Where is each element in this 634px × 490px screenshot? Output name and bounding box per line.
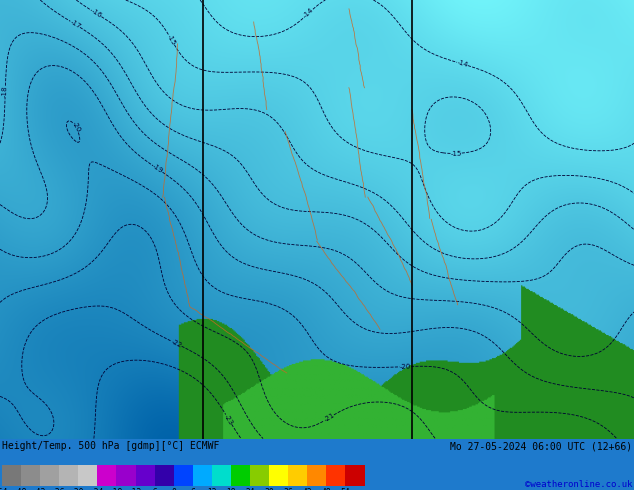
Text: -20: -20 (70, 121, 82, 134)
Text: -19: -19 (152, 163, 164, 174)
Text: -18: -18 (2, 86, 8, 97)
Text: 12: 12 (207, 488, 217, 490)
Bar (78, 466, 98, 486)
Text: Height/Temp. 500 hPa [gdmp][°C] ECMWF: Height/Temp. 500 hPa [gdmp][°C] ECMWF (2, 441, 219, 451)
Text: 30: 30 (264, 488, 274, 490)
Text: -16: -16 (90, 8, 103, 19)
Text: -54: -54 (0, 488, 8, 490)
Bar (2, 466, 21, 486)
Bar (346, 466, 365, 486)
Text: 0: 0 (171, 488, 176, 490)
Text: 18: 18 (226, 488, 236, 490)
Bar (155, 466, 174, 486)
Bar (117, 466, 136, 486)
Text: 24: 24 (245, 488, 255, 490)
Bar (288, 466, 307, 486)
Text: -48: -48 (15, 488, 27, 490)
Text: -14: -14 (302, 7, 315, 19)
Bar (269, 466, 288, 486)
Text: -15: -15 (450, 150, 462, 157)
Bar (250, 466, 269, 486)
Text: -24: -24 (91, 488, 103, 490)
Text: -20: -20 (399, 364, 411, 370)
Text: 36: 36 (283, 488, 293, 490)
Text: -14: -14 (456, 59, 469, 69)
Bar (59, 466, 78, 486)
Text: -30: -30 (72, 488, 84, 490)
Text: 42: 42 (302, 488, 312, 490)
Bar (174, 466, 193, 486)
Text: -22: -22 (171, 339, 183, 349)
Text: -36: -36 (53, 488, 65, 490)
Text: ©weatheronline.co.uk: ©weatheronline.co.uk (524, 480, 632, 489)
Text: 48: 48 (321, 488, 331, 490)
Text: -6: -6 (151, 488, 158, 490)
Bar (212, 466, 231, 486)
Bar (327, 466, 346, 486)
Bar (231, 466, 250, 486)
Text: 54: 54 (340, 488, 351, 490)
Bar (98, 466, 117, 486)
Text: -12: -12 (129, 488, 141, 490)
Bar (21, 466, 40, 486)
Text: -42: -42 (34, 488, 46, 490)
Bar (136, 466, 155, 486)
Bar (40, 466, 59, 486)
Text: -21: -21 (323, 412, 335, 423)
Text: 6: 6 (190, 488, 195, 490)
Text: -15: -15 (166, 33, 177, 46)
Text: -18: -18 (110, 488, 122, 490)
Text: -17: -17 (68, 19, 82, 30)
Bar (307, 466, 327, 486)
Text: -23: -23 (223, 413, 234, 426)
Bar (193, 466, 212, 486)
Text: Mo 27-05-2024 06:00 UTC (12+66): Mo 27-05-2024 06:00 UTC (12+66) (450, 441, 632, 451)
